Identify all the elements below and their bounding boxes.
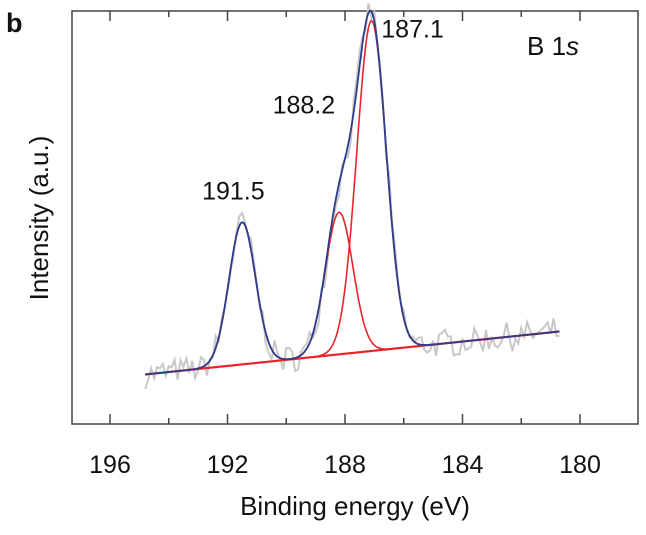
tick-labels-group: 196 192 188 184 180: [89, 451, 601, 479]
element-annotation: B 1s: [527, 31, 579, 61]
annotation-main: B 1: [527, 31, 566, 61]
peak-label: 188.2: [273, 91, 336, 119]
plot-frame: [71, 10, 639, 425]
peak-labels-group: 191.5 188.2 187.1: [202, 15, 444, 205]
component-peak-188.2: [145, 211, 560, 376]
series-group: [144, 3, 560, 390]
envelope-fit-line: [145, 9, 560, 376]
annotation-orbital: s: [566, 31, 579, 61]
x-tick-label: 192: [207, 451, 249, 479]
peak-label: 187.1: [381, 15, 444, 43]
peak-label: 191.5: [202, 177, 265, 205]
y-axis-title: Intensity (a.u.): [24, 136, 54, 301]
component-peak-191.5: [145, 221, 560, 376]
panel-letter: b: [6, 8, 23, 38]
x-tick-label: 184: [442, 451, 484, 479]
x-tick-label: 188: [324, 451, 366, 479]
x-tick-label: 196: [89, 451, 131, 479]
x-tick-label: 180: [559, 451, 601, 479]
ticks-group: [109, 11, 581, 424]
x-axis-title: Binding energy (eV): [240, 491, 470, 521]
